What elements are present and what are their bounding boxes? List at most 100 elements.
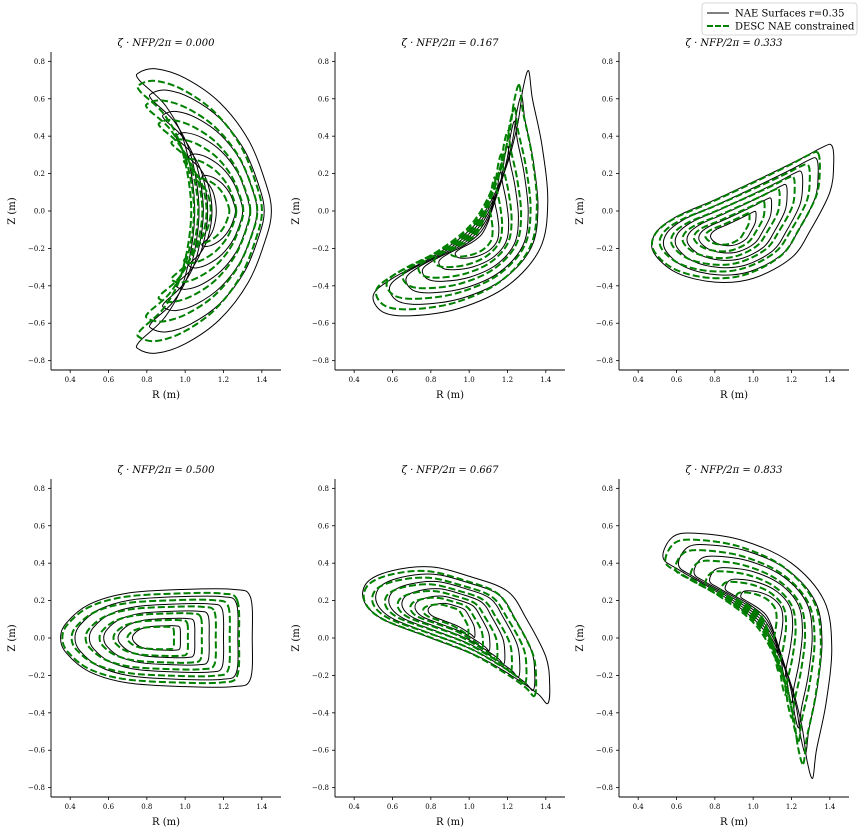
y-tick-label: 0.6	[34, 95, 46, 103]
desc-surface-line	[670, 175, 796, 266]
desc-surface-line	[126, 625, 175, 651]
x-tick-label: 0.4	[349, 803, 361, 811]
desc-surface-line	[182, 157, 238, 265]
y-tick-label: 0.0	[602, 208, 613, 216]
x-tick-label: 0.6	[671, 803, 683, 811]
nae-surface-line	[175, 132, 251, 290]
y-tick-label: −0.2	[312, 245, 329, 253]
desc-surface-line	[383, 583, 513, 673]
plot-area	[372, 70, 549, 317]
x-axis-label: R (m)	[436, 817, 464, 828]
desc-surface-line	[70, 598, 231, 678]
desc-surface-line	[692, 199, 766, 253]
x-tick-label: 1.2	[218, 803, 229, 811]
y-tick-label: −0.8	[312, 784, 329, 792]
desc-surface-line	[449, 199, 494, 258]
panel-title: ζ · NFP/2π = 0.667	[401, 465, 499, 476]
y-tick-label: 0.0	[318, 635, 329, 643]
x-tick-label: 1.4	[256, 376, 268, 384]
desc-surface-line	[84, 605, 217, 671]
x-tick-label: 0.8	[709, 376, 720, 384]
x-axis-label: R (m)	[152, 390, 180, 401]
x-tick-label: 1.0	[180, 803, 191, 811]
desc-surface-line	[704, 212, 751, 246]
y-tick-label: 0.6	[318, 522, 330, 530]
x-tick-label: 1.4	[824, 376, 836, 384]
x-tick-label: 0.6	[387, 803, 399, 811]
y-tick-label: −0.6	[28, 747, 46, 755]
desc-surface-line	[195, 177, 231, 245]
x-tick-label: 1.0	[180, 376, 191, 384]
y-tick-label: −0.6	[596, 320, 614, 328]
y-tick-label: −0.8	[28, 784, 45, 792]
y-axis-label: Z (m)	[291, 197, 302, 225]
nae-surface-line	[651, 143, 835, 283]
desc-surface-line	[136, 79, 263, 343]
y-tick-label: 0.6	[318, 95, 330, 103]
y-tick-label: 0.0	[602, 635, 613, 643]
desc-surface-line	[396, 589, 499, 661]
x-tick-label: 1.4	[824, 803, 836, 811]
x-tick-label: 0.4	[349, 376, 361, 384]
nae-surface-line	[103, 610, 210, 666]
desc-surface-line	[61, 591, 241, 685]
y-tick-label: −0.4	[312, 282, 330, 290]
plot-area	[650, 143, 835, 283]
x-tick-label: 1.0	[748, 376, 759, 384]
y-tick-label: 0.0	[318, 208, 329, 216]
nae-surface-line	[362, 566, 551, 705]
y-tick-label: −0.8	[312, 357, 329, 365]
desc-surface-line	[650, 150, 821, 280]
x-axis-label: R (m)	[152, 817, 180, 828]
y-tick-label: 0.4	[602, 560, 614, 568]
x-tick-label: 0.8	[141, 803, 152, 811]
panels-layer: ζ · NFP/2π = 0.000 0.4 0.6 0.8 1.0 1.2 1.4 0.8 0…	[7, 38, 849, 828]
x-tick-label: 1.2	[502, 803, 513, 811]
desc-surface-line	[681, 187, 781, 260]
panel-4: ζ · NFP/2π = 0.500 0.4 0.6 0.8 1.0 1.2 1.4 0.8 0…	[7, 465, 281, 828]
y-tick-label: 0.2	[318, 597, 329, 605]
nae-surface-line	[740, 590, 784, 653]
x-tick-label: 0.8	[709, 803, 720, 811]
y-tick-label: −0.8	[28, 357, 45, 365]
y-axis-label: Z (m)	[7, 197, 18, 225]
x-tick-label: 1.0	[464, 803, 475, 811]
y-tick-label: 0.2	[318, 170, 329, 178]
y-tick-label: 0.8	[318, 485, 329, 493]
nae-surface-line	[117, 617, 196, 659]
y-tick-label: 0.8	[318, 58, 329, 66]
nae-surface-line	[662, 532, 833, 779]
nae-surface-line	[405, 120, 529, 294]
y-tick-label: −0.6	[28, 320, 46, 328]
x-tick-label: 1.4	[256, 803, 268, 811]
y-tick-label: 0.4	[602, 133, 614, 141]
y-tick-label: −0.4	[28, 709, 46, 717]
nae-surface-line	[74, 595, 239, 681]
y-tick-label: 0.0	[34, 208, 45, 216]
y-tick-label: 0.2	[34, 597, 45, 605]
nae-surface-line	[724, 578, 794, 678]
legend-label: NAE Surfaces r=0.35	[735, 9, 844, 20]
y-tick-label: 0.4	[34, 133, 46, 141]
desc-surface-line	[422, 603, 470, 637]
x-tick-label: 0.4	[633, 803, 645, 811]
nae-surface-line	[421, 145, 519, 282]
x-tick-label: 0.8	[425, 803, 436, 811]
y-tick-label: −0.4	[312, 709, 330, 717]
desc-surface-line	[170, 138, 245, 284]
panel-title: ζ · NFP/2π = 0.833	[685, 465, 782, 476]
nae-surface-line	[88, 602, 225, 674]
desc-surface-line	[409, 596, 484, 649]
x-tick-label: 0.6	[103, 376, 115, 384]
y-axis-label: Z (m)	[575, 624, 586, 652]
panel-title: ζ · NFP/2π = 0.167	[401, 38, 499, 49]
nae-surface-line	[709, 567, 803, 704]
nae-surface-line	[686, 183, 788, 261]
desc-surface-line	[98, 612, 203, 664]
plot-area	[362, 566, 551, 705]
y-axis-label: Z (m)	[291, 624, 302, 652]
y-tick-label: −0.4	[28, 282, 46, 290]
y-tick-label: −0.4	[596, 709, 614, 717]
x-tick-label: 0.6	[387, 376, 399, 384]
